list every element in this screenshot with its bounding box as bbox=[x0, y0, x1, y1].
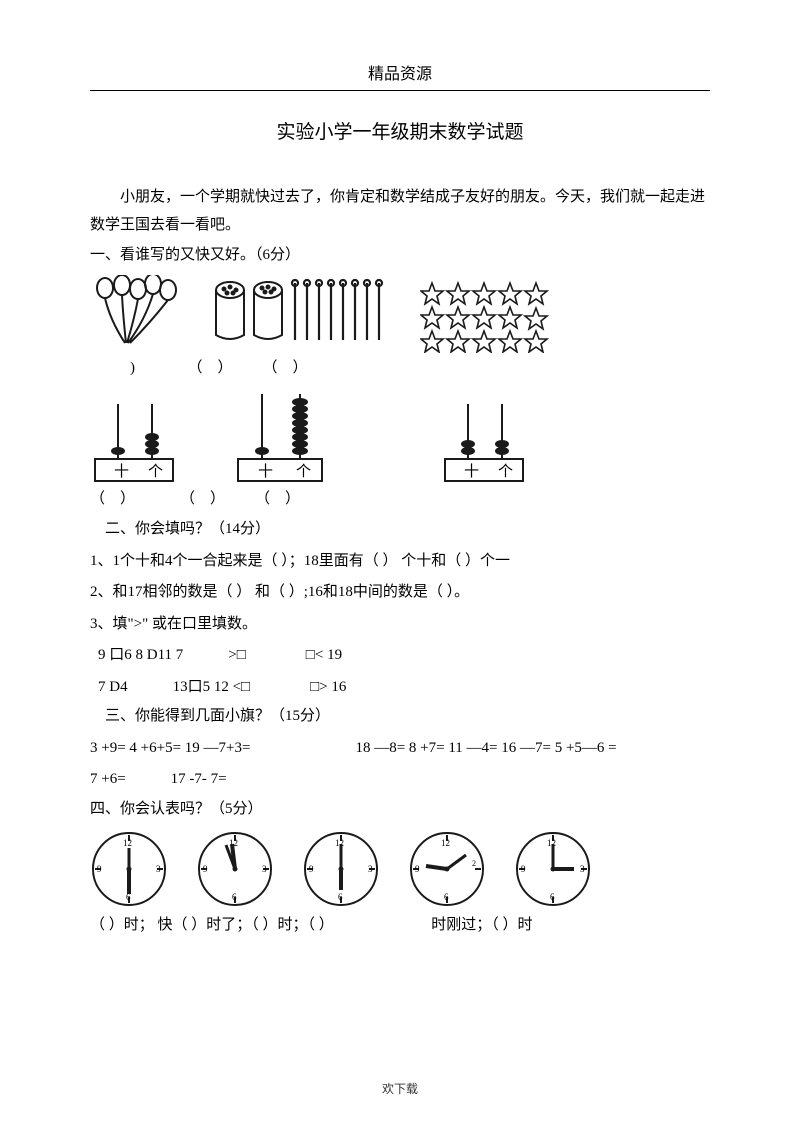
clock1-icon: 12369 bbox=[90, 830, 168, 908]
q2-1: 1、1个十和4个一合起来是（ ）；18里面有（ ） 个十和（ ）个一 bbox=[90, 546, 710, 578]
svg-text:个: 个 bbox=[296, 463, 311, 480]
svg-text:十: 十 bbox=[258, 463, 273, 480]
intro-text: 小朋友，一个学期就快过去了，你肯定和数学结成子友好的朋友。今天，我们就一起走进数… bbox=[90, 184, 710, 240]
counting-images-row1 bbox=[90, 275, 710, 353]
row2-labels: （ ） （ ） （ ） bbox=[90, 486, 710, 514]
q2-line2: 7 D4 13口5 12 <□ □> 16 bbox=[90, 672, 710, 704]
sticks-icon bbox=[210, 275, 390, 353]
abacus1-icon: 十 个 bbox=[90, 399, 180, 484]
row1-labels: ) （ ） （ ） bbox=[90, 355, 710, 383]
abacus2-icon: 十 个 bbox=[230, 389, 330, 484]
svg-text:6: 6 bbox=[550, 892, 555, 902]
stars-icon bbox=[420, 275, 570, 353]
section3-title: 三、你能得到几面小旗？（15分） bbox=[90, 703, 710, 731]
svg-text:9: 9 bbox=[521, 864, 526, 874]
svg-text:个: 个 bbox=[148, 463, 163, 480]
clock4-icon: 12 2 6 9 bbox=[408, 830, 486, 908]
svg-text:9: 9 bbox=[203, 864, 208, 874]
svg-text:3: 3 bbox=[156, 864, 161, 874]
q3-line2: 7 +6= 17 -7- 7= bbox=[90, 764, 710, 796]
q2-2: 2、和17相邻的数是（ ） 和（ ）;16和18中间的数是（ ）。 bbox=[90, 577, 710, 609]
balloons-icon bbox=[90, 275, 180, 353]
section2-title: 二、你会填吗？（14分） bbox=[90, 516, 710, 544]
clocks-row: 12369 12369 12369 12269 12369 bbox=[90, 830, 710, 908]
svg-text:6: 6 bbox=[338, 892, 343, 902]
q3-line1: 3 +9= 4 +6+5= 19 —7+3= 18 —8= 8 +7= 11 —… bbox=[90, 733, 710, 765]
svg-text:个: 个 bbox=[498, 463, 513, 480]
q2-line1: 9 口6 8 D11 7 >□ □< 19 bbox=[90, 640, 710, 672]
q2-3: 3、填">" 或在口里填数。 bbox=[90, 609, 710, 641]
section4-title: 四、你会认表吗？（5分） bbox=[90, 796, 710, 824]
svg-text:9: 9 bbox=[97, 864, 102, 874]
svg-text:6: 6 bbox=[444, 892, 449, 902]
header-title: 精品资源 bbox=[90, 60, 710, 91]
svg-text:2: 2 bbox=[472, 859, 476, 868]
svg-text:十: 十 bbox=[464, 463, 479, 480]
svg-text:3: 3 bbox=[262, 864, 267, 874]
section1-title: 一、看谁写的又快又好。（6分） bbox=[90, 242, 710, 270]
clock2-icon: 12369 bbox=[196, 830, 274, 908]
svg-text:6: 6 bbox=[232, 892, 237, 902]
clock5-icon: 12369 bbox=[514, 830, 592, 908]
svg-text:12: 12 bbox=[441, 838, 450, 848]
svg-text:十: 十 bbox=[114, 463, 129, 480]
footer-text: 欢下载 bbox=[0, 1080, 800, 1097]
svg-text:9: 9 bbox=[415, 864, 420, 874]
clock3-icon: 12369 bbox=[302, 830, 380, 908]
abacus-row: 十 个 十 个 十 个 bbox=[90, 389, 710, 484]
svg-text:3: 3 bbox=[580, 864, 585, 874]
svg-text:3: 3 bbox=[368, 864, 373, 874]
abacus3-icon: 十 个 bbox=[440, 399, 530, 484]
svg-text:9: 9 bbox=[309, 864, 314, 874]
svg-text:12: 12 bbox=[123, 838, 132, 848]
main-title: 实验小学一年级期末数学试题 bbox=[90, 117, 710, 144]
clock-labels: （ ）时； 快（ ）时了；（ ）时；（ ） 时刚过；（ ）时 bbox=[90, 912, 710, 940]
